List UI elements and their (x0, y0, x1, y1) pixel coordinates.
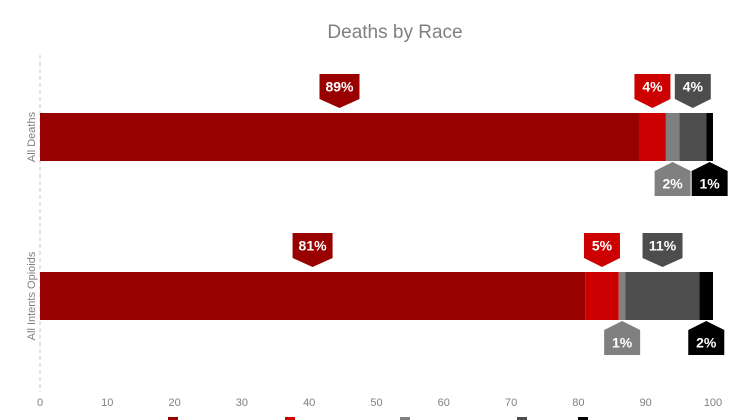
data-label-callout: 4% (634, 74, 671, 108)
x-tick-label: 20 (168, 397, 180, 409)
data-label-callout: 1% (604, 321, 641, 355)
data-label: 1% (612, 335, 633, 351)
data-label: 1% (700, 176, 721, 192)
data-label-shape (674, 74, 711, 108)
data-label: 4% (642, 79, 663, 95)
x-tick-label: 80 (572, 397, 584, 409)
data-label-shape (654, 162, 691, 196)
data-label: 11% (649, 238, 677, 254)
chart-title: Deaths by Race (327, 22, 463, 43)
data-label-shape (688, 321, 725, 355)
data-label-callout: 4% (674, 74, 711, 108)
data-label-shape (634, 74, 671, 108)
data-label-shape (583, 233, 620, 267)
legend-swatch (578, 417, 588, 420)
bar-segment (699, 272, 713, 320)
bar-segment (585, 272, 619, 320)
x-tick-label: 10 (101, 397, 113, 409)
data-label: 2% (696, 335, 717, 351)
legend-swatch (285, 417, 295, 420)
data-label-shape (604, 321, 641, 355)
data-label: 4% (683, 79, 704, 95)
x-tick-label: 90 (640, 397, 652, 409)
bar-segment (40, 272, 586, 320)
data-label: 81% (299, 238, 328, 254)
data-label: 89% (325, 79, 354, 95)
x-tick-label: 0 (37, 397, 43, 409)
legend-swatch (400, 417, 410, 420)
x-tick-label: 30 (236, 397, 248, 409)
bar-segment (665, 113, 680, 161)
data-label-shape (642, 233, 683, 267)
data-label-callout: 2% (654, 162, 691, 196)
data-label-callout: 5% (583, 233, 620, 267)
bar-segment (679, 113, 707, 161)
legend-swatch (517, 417, 527, 420)
data-label-shape (292, 233, 333, 267)
data-label: 5% (592, 238, 613, 254)
bar-segment (40, 113, 639, 161)
data-label-callout: 81% (292, 233, 333, 267)
x-tick-label: 40 (303, 397, 315, 409)
x-tick-label: 60 (438, 397, 450, 409)
bar-segment (625, 272, 700, 320)
data-label: 2% (663, 176, 684, 192)
data-label-callout: 89% (319, 74, 360, 108)
data-label-callout: 2% (688, 321, 725, 355)
legend-swatch (168, 417, 178, 420)
bar-segment (618, 272, 626, 320)
data-label-shape (691, 162, 728, 196)
x-tick-label: 70 (505, 397, 517, 409)
x-tick-label: 50 (370, 397, 382, 409)
data-label-callout: 11% (642, 233, 683, 267)
data-label-callout: 1% (691, 162, 728, 196)
bar-segment (638, 113, 666, 161)
x-tick-label: 100 (704, 397, 722, 409)
category-label: All Deaths (26, 111, 38, 162)
bar-segment (706, 113, 713, 161)
data-label-shape (319, 74, 360, 108)
category-label: All Intents Opioids (26, 251, 38, 340)
